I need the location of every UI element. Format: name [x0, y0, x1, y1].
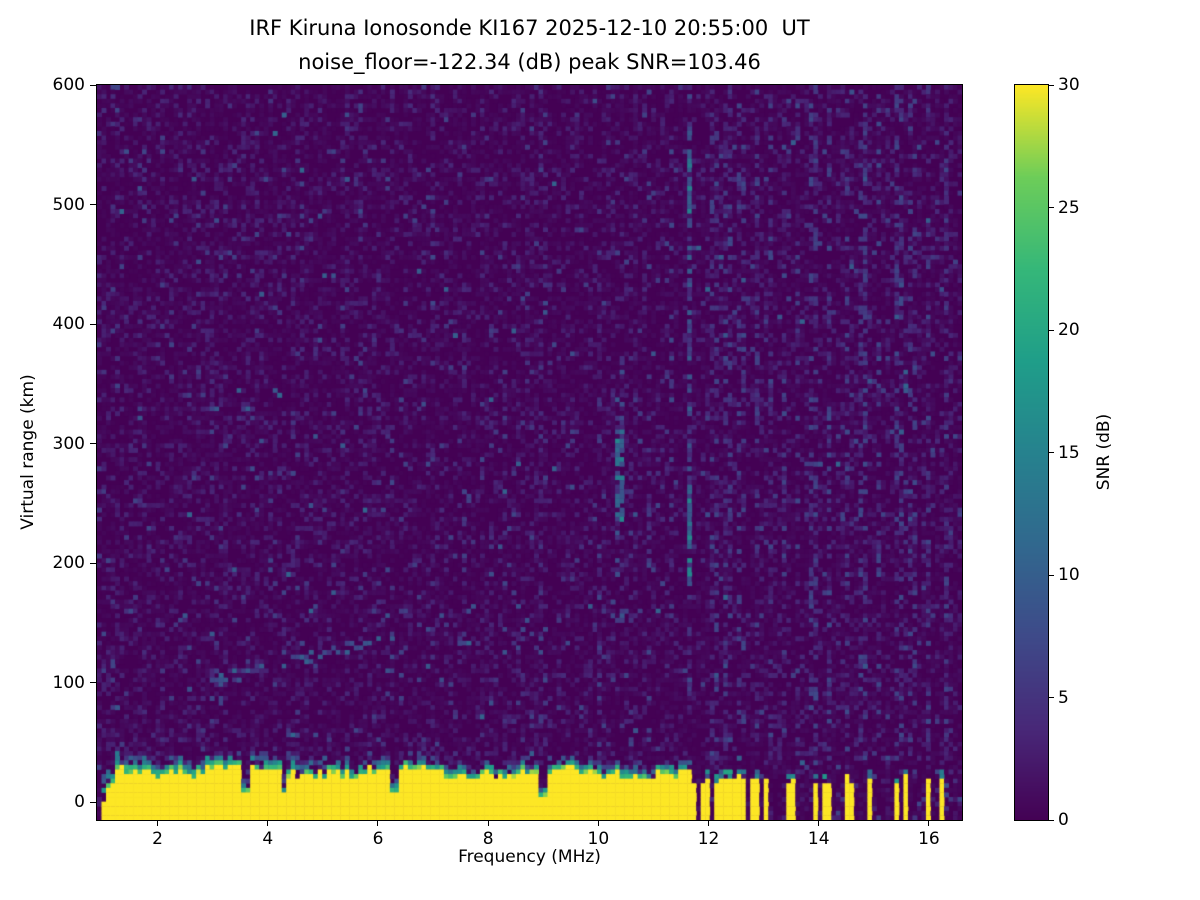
y-tick-label: 200	[52, 553, 85, 574]
colorbar-tick-label: 30	[1058, 75, 1080, 95]
colorbar-tick-label: 0	[1058, 810, 1069, 830]
y-tick-mark	[90, 562, 96, 564]
colorbar-tick-label: 15	[1058, 442, 1080, 463]
x-axis-label: Frequency (MHz)	[458, 847, 601, 867]
colorbar-tick-mark	[1049, 819, 1054, 821]
x-tick-mark	[267, 821, 269, 826]
y-tick-label: 400	[52, 314, 85, 335]
y-tick-label: 300	[52, 433, 85, 454]
y-tick-label: 600	[52, 75, 85, 95]
chart-title-line1: IRF Kiruna Ionosonde KI167 2025-12-10 20…	[249, 16, 810, 40]
colorbar-tick-mark	[1049, 84, 1054, 86]
y-tick-mark	[90, 682, 96, 684]
x-tick-label: 12	[697, 829, 720, 849]
x-tick-label: 6	[372, 829, 384, 849]
heatmap-canvas	[97, 85, 962, 820]
y-tick-mark	[90, 204, 96, 205]
colorbar	[1014, 84, 1049, 821]
x-tick-label: 10	[587, 829, 610, 849]
colorbar-tick-mark	[1049, 574, 1054, 576]
x-tick-label: 8	[482, 829, 494, 849]
x-tick-label: 16	[918, 829, 940, 849]
x-tick-mark	[157, 821, 159, 826]
y-tick-label: 0	[74, 792, 85, 813]
y-tick-label: 100	[52, 672, 85, 693]
colorbar-gradient-canvas	[1015, 85, 1048, 820]
x-tick-mark	[818, 821, 820, 826]
colorbar-tick-mark	[1049, 207, 1054, 208]
colorbar-tick-mark	[1049, 329, 1054, 331]
y-tick-mark	[90, 323, 96, 325]
y-tick-mark	[90, 443, 96, 445]
y-tick-label: 500	[52, 194, 85, 215]
colorbar-tick-label: 20	[1058, 320, 1080, 340]
colorbar-tick-label: 5	[1058, 687, 1069, 708]
x-tick-label: 14	[807, 829, 830, 849]
colorbar-tick-mark	[1049, 452, 1054, 453]
heatmap-plot-area	[96, 84, 963, 821]
colorbar-tick-label: 10	[1058, 565, 1080, 585]
x-tick-label: 4	[262, 829, 274, 849]
x-tick-mark	[487, 821, 489, 826]
x-tick-mark	[928, 821, 930, 826]
chart-title-line2: noise_floor=-122.34 (dB) peak SNR=103.46	[298, 50, 761, 74]
colorbar-tick-label: 25	[1058, 197, 1080, 218]
x-tick-mark	[708, 821, 710, 826]
y-tick-mark	[90, 84, 96, 86]
x-tick-label: 2	[152, 829, 163, 849]
x-tick-mark	[377, 821, 379, 826]
colorbar-tick-mark	[1049, 697, 1054, 698]
x-tick-mark	[597, 821, 599, 826]
y-tick-mark	[90, 801, 96, 803]
